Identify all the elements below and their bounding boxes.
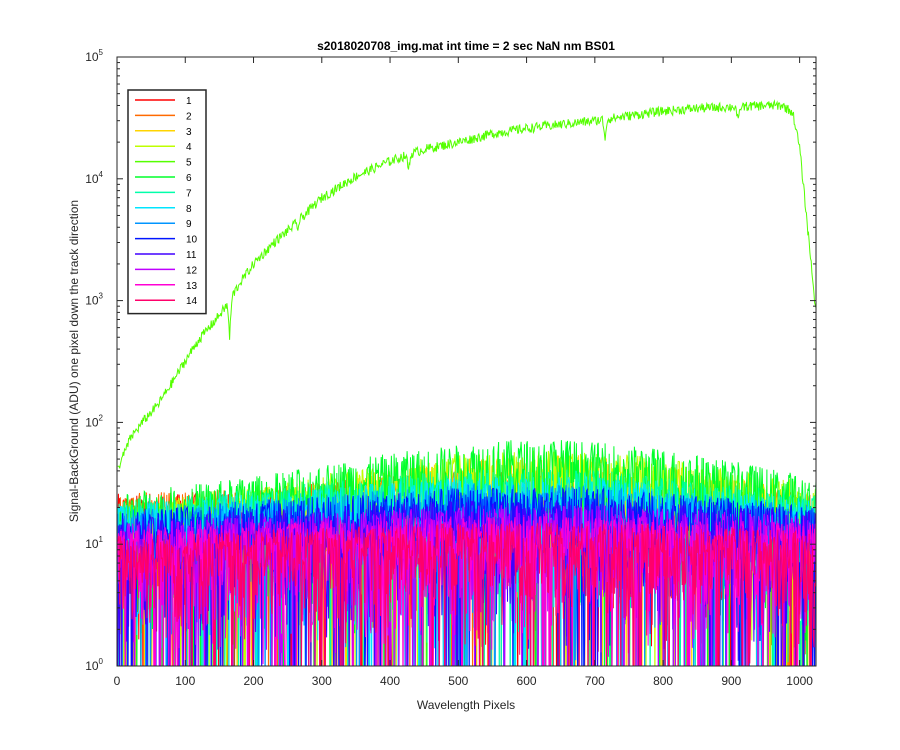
legend-entry: 14 — [186, 296, 198, 307]
y-tick-exponent: 3 — [99, 292, 104, 301]
y-tick-label: 104 — [85, 170, 103, 186]
series-layer — [117, 99, 816, 666]
legend-entry: 3 — [186, 127, 192, 138]
x-tick-label: 300 — [312, 674, 332, 688]
legend-entry: 13 — [186, 281, 198, 292]
y-tick-label: 103 — [85, 292, 103, 308]
y-tick-label: 102 — [85, 413, 103, 429]
legend-entry: 10 — [186, 235, 198, 246]
x-tick-label: 200 — [244, 674, 264, 688]
series-line-5 — [117, 99, 816, 469]
legend-entry: 6 — [186, 173, 192, 184]
legend-entry: 2 — [186, 111, 192, 122]
plot-frame — [116, 56, 817, 667]
legend-entry: 11 — [186, 250, 197, 261]
y-tick-exponent: 1 — [99, 535, 104, 544]
legend-entry: 5 — [186, 158, 192, 169]
legend-entry: 9 — [186, 219, 192, 230]
y-tick-exponent: 0 — [99, 657, 104, 666]
x-tick-label: 900 — [721, 674, 741, 688]
y-tick-exponent: 2 — [99, 413, 104, 422]
x-tick-label: 100 — [175, 674, 195, 688]
y-tick-label: 101 — [85, 535, 103, 551]
legend-entry: 4 — [186, 142, 192, 153]
x-axis-label: Wavelength Pixels — [417, 698, 515, 712]
y-tick-label: 100 — [85, 657, 103, 673]
legend-entry: 7 — [186, 188, 192, 199]
y-axis-label: Signal-BackGround (ADU) one pixel down t… — [67, 200, 81, 522]
x-tick-label: 600 — [517, 674, 537, 688]
chart-title: s2018020708_img.mat int time = 2 sec NaN… — [317, 39, 615, 53]
legend-entry: 8 — [186, 204, 192, 215]
legend-box — [127, 89, 207, 315]
series-line-14 — [117, 522, 816, 666]
legend-entry: 12 — [186, 265, 198, 276]
x-tick-label: 400 — [380, 674, 400, 688]
x-tick-label: 800 — [653, 674, 673, 688]
x-tick-label: 700 — [585, 674, 605, 688]
y-tick-exponent: 4 — [99, 170, 104, 179]
y-tick-label: 105 — [85, 48, 103, 64]
x-tick-label: 500 — [448, 674, 468, 688]
x-tick-label: 0 — [114, 674, 121, 688]
legend-entry: 1 — [186, 96, 192, 107]
y-tick-exponent: 5 — [99, 48, 104, 57]
x-tick-label: 1000 — [786, 674, 813, 688]
x-axis: 0 100 200 300 400 500 600 700 800 900 1000 — [114, 57, 813, 688]
